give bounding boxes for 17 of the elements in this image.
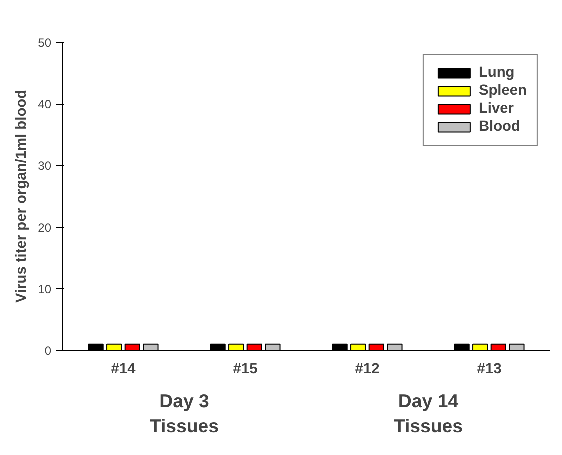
- legend-label: Liver: [478, 101, 514, 117]
- legend-label: Blood: [478, 119, 520, 135]
- text: Day 14 Tissues: [394, 390, 464, 437]
- x-tick-label: #14: [111, 362, 137, 378]
- x-tick-label: #13: [477, 362, 502, 378]
- y-axis-title: Virus titer per organ/1ml blood: [14, 90, 30, 304]
- legend-label: Spleen: [478, 83, 527, 99]
- x-tick-label: #12: [355, 362, 380, 378]
- x-tick-label: #15: [233, 362, 258, 378]
- text: Day 3 Tissues: [150, 390, 220, 437]
- y-tick-label: 40: [38, 98, 52, 112]
- y-tick-label: 30: [38, 159, 52, 174]
- y-tick-label: 20: [38, 220, 52, 235]
- y-tick-label: 10: [38, 282, 52, 296]
- y-tick-label: 0: [44, 344, 52, 358]
- legend-label: Lung: [478, 65, 515, 81]
- y-tick-label: 50: [38, 36, 52, 50]
